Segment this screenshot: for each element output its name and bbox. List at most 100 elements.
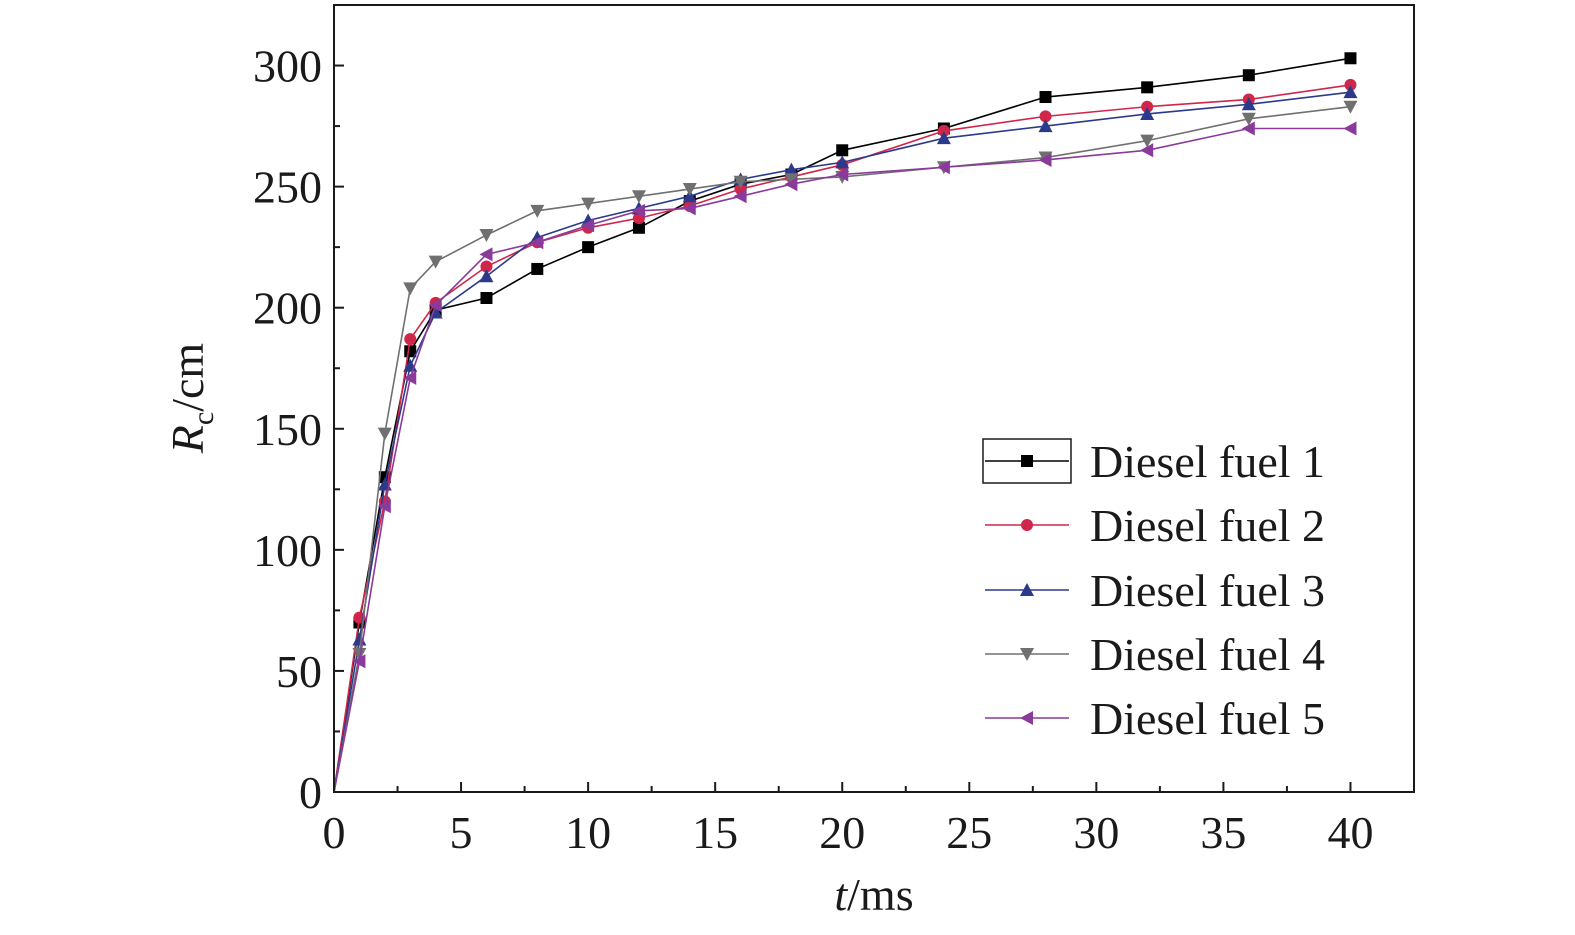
x-tick-label: 25 [946,807,992,858]
data-point [403,370,417,385]
data-point [480,260,493,273]
data-point [1039,91,1052,104]
data-point [479,229,494,243]
y-axis-label-var: R [162,425,213,454]
legend-label: Diesel fuel 4 [1090,629,1325,680]
legend-item-5: Diesel fuel 5 [985,693,1325,744]
data-point [1242,69,1255,82]
series-line [333,57,1351,793]
y-tick-label: 300 [253,41,322,92]
series-line [333,105,1351,793]
series-line [333,127,1351,793]
data-point [479,247,493,262]
data-point [1343,85,1358,99]
x-tick-label: 35 [1200,807,1246,858]
legend-label: Diesel fuel 2 [1090,500,1325,551]
data-point [377,499,391,514]
y-tick-label: 250 [253,162,322,213]
legend-marker [1020,583,1034,596]
data-point [632,221,645,234]
legend-marker [1020,648,1034,661]
data-point [581,218,595,233]
data-point [428,255,443,269]
data-point [479,269,494,283]
data-point [1241,97,1256,111]
data-point [835,155,850,169]
data-point [784,173,799,187]
y-tick-label: 0 [299,767,322,818]
data-point [531,262,544,275]
data-point [1141,100,1154,113]
data-point [784,177,798,192]
data-point [1241,121,1255,136]
data-point [404,333,417,346]
data-point [631,203,645,218]
plot-frame [333,4,1415,793]
legend-marker [1021,519,1033,531]
data-point [1140,106,1155,120]
data-point [835,167,849,182]
series-line [333,84,1351,793]
legend-label: Diesel fuel 5 [1090,693,1325,744]
data-point [937,124,950,137]
x-tick-label: 30 [1073,807,1119,858]
x-axis-label-var: t [834,869,848,920]
y-axis-label-unit: /cm [162,343,213,412]
legend-label: Diesel fuel 3 [1090,565,1325,616]
data-point [1038,119,1053,133]
data-point [377,427,392,441]
data-point [581,197,596,211]
x-tick-label: 40 [1327,807,1373,858]
x-tick-label: 10 [565,807,611,858]
data-point [682,183,697,197]
legend-marker [1021,455,1033,467]
data-point [1241,112,1256,126]
y-tick-label: 100 [253,525,322,576]
x-tick-label: 15 [692,807,738,858]
x-axis-label-unit: /ms [847,869,913,920]
data-point [428,298,442,313]
y-axis-label: Rc/cm [162,343,220,455]
data-point [1344,78,1357,91]
data-point [352,647,367,661]
series-1 [333,52,1357,793]
data-point [682,201,696,216]
series-line [333,91,1351,793]
legend-marker [1020,711,1033,725]
data-point [836,144,849,157]
data-point [1343,121,1357,136]
data-point [733,175,748,189]
x-axis-label: t/ms [834,869,913,920]
legend-item-1: Diesel fuel 1 [985,436,1325,487]
data-point [1343,100,1358,114]
data-point [1140,143,1154,158]
data-point [530,235,544,250]
data-point [480,292,493,305]
x-tick-label: 5 [450,807,473,858]
data-point [936,160,950,175]
data-point [403,282,418,296]
series-5 [333,121,1357,793]
y-axis-label-sub: c [187,412,220,425]
y-tick-label: 50 [276,646,322,697]
plot-area [333,52,1358,793]
x-axis-ticks: 0 5 10 15 20 25 30 35 40 [323,782,1373,858]
legend-item-4: Diesel fuel 4 [985,629,1325,680]
series-3 [333,85,1358,793]
data-point [352,654,366,669]
legend-label: Diesel fuel 1 [1090,436,1325,487]
y-tick-label: 150 [253,404,322,455]
data-point [1141,81,1154,94]
data-point [582,241,595,254]
y-tick-label: 200 [253,283,322,334]
data-point [530,204,545,218]
legend-item-3: Diesel fuel 3 [985,565,1325,616]
data-point [936,131,951,145]
legend: Diesel fuel 1 Diesel fuel 2 Diesel fuel 3 D… [982,436,1325,744]
y-axis-ticks: 0 50 100 150 200 250 300 [253,41,344,818]
data-point [784,162,799,176]
data-point [1039,110,1052,123]
data-point [1344,52,1357,65]
data-point [733,189,747,204]
